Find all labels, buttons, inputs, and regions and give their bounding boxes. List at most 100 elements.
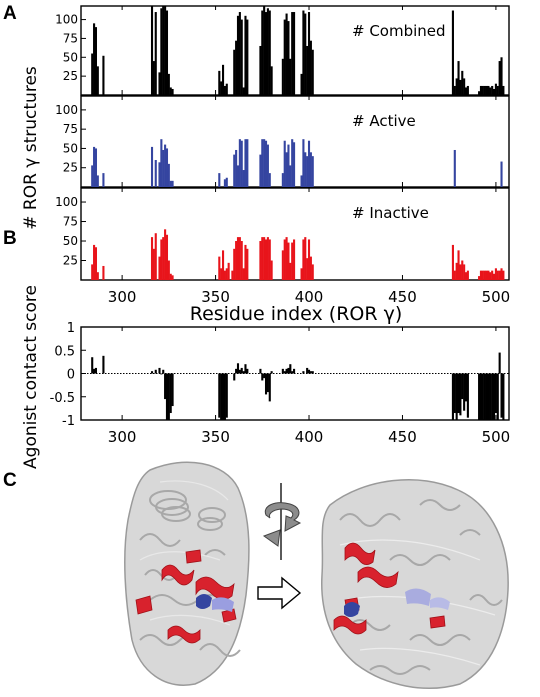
bar [464,87,468,95]
bar [494,268,497,280]
bar [220,268,223,280]
bar [160,239,163,280]
bar [240,367,243,374]
bar [162,237,165,280]
bar [291,139,294,187]
panel-label-c: C [3,470,17,491]
bar [240,140,243,187]
bar [94,148,98,187]
bar [451,10,454,96]
protein-ribbon-right-icon [321,479,509,689]
bar [93,23,96,95]
bar [287,21,290,95]
bar [164,229,167,280]
y-tick-label: 50 [63,141,78,155]
bar [291,371,294,374]
bar [464,272,468,280]
bar [500,373,503,418]
bar [289,364,292,374]
bar [281,58,284,95]
bar [453,85,456,95]
bar [453,149,456,187]
bar [283,140,286,187]
bar [233,49,236,95]
bar [466,270,469,280]
bar [293,368,296,374]
bar [236,237,240,280]
bar [461,70,464,95]
bar [223,179,226,187]
bar [266,144,269,187]
bar [218,256,221,280]
bar [491,270,494,280]
bar [235,149,238,187]
bar [102,173,105,187]
bar [171,88,174,95]
bar [487,270,490,280]
bar [478,373,481,420]
bar [259,368,262,374]
y-tick-label: 75 [63,122,78,136]
subplot-annotation: # Active [352,112,416,130]
bar [93,146,96,187]
bar [102,265,105,280]
bar [453,373,456,414]
bar [154,369,157,374]
y-tick-label: 25 [63,161,78,175]
bar [261,10,264,96]
bar [285,368,288,374]
y-tick-label: 25 [63,254,78,268]
x-tick-label: 450 [388,428,417,446]
bar [169,273,172,280]
bar [289,58,292,95]
bar [455,373,458,420]
bar [261,237,264,280]
bar [158,367,161,374]
bar [169,87,172,95]
bar [463,264,466,280]
bar [478,276,481,280]
bar [287,144,290,187]
bar [236,165,240,187]
bar [221,373,225,420]
bar [281,250,284,280]
bar [164,144,167,187]
bar [165,148,169,187]
bar [94,247,98,280]
bar [293,12,296,96]
bar [225,268,228,280]
bar [500,57,503,95]
bar [481,85,484,95]
y-tick-label: 0 [67,368,75,383]
bar [502,373,505,420]
subplot-2: 25 50 75 100 # Active [55,95,510,188]
bar [479,270,483,280]
x-tick-label: 300 [108,428,137,446]
bar [289,165,292,187]
bar [483,85,486,95]
bar [263,373,266,379]
bar [466,373,469,418]
bar [451,373,454,420]
y-tick-label: 25 [63,69,78,83]
bar [483,270,486,280]
bar [496,85,499,95]
bar [494,83,497,95]
bar [259,241,262,280]
bar [236,363,240,374]
rotation-arrow-icon [262,483,302,560]
protein-ribbon-left-icon [124,461,250,686]
bar [259,45,262,95]
bar [244,139,247,187]
y-tick-label: -1 [62,414,75,429]
subplot-annotation: # Inactive [352,204,429,222]
bar [266,8,269,96]
bar [457,250,460,280]
bar [455,78,458,95]
bar [451,244,454,280]
bar [306,45,309,95]
bar [309,152,312,187]
bar [285,13,288,95]
bar [498,61,501,95]
bar [238,369,241,374]
